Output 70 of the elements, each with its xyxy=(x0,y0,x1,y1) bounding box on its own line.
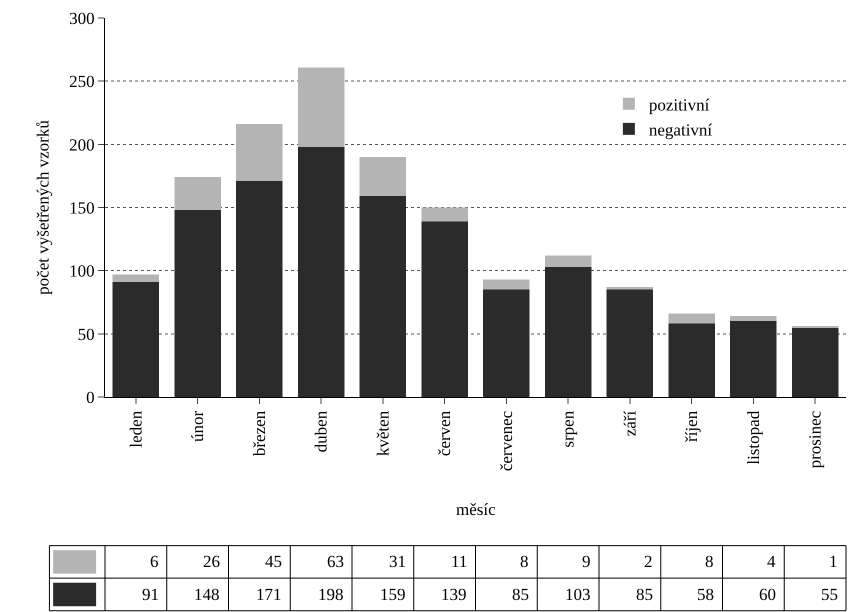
x-tick-label: srpen xyxy=(558,410,578,448)
x-tick-label: leden xyxy=(126,410,146,448)
x-tick-label: březen xyxy=(250,410,269,456)
x-tick-label: únor xyxy=(188,410,208,442)
data-label: 103 xyxy=(565,585,590,604)
x-tick-label: prosinec xyxy=(806,410,825,468)
data-label: 55 xyxy=(821,585,838,604)
bar xyxy=(544,256,592,267)
y-tick-label: 200 xyxy=(69,135,95,154)
x-axis-title: měsíc xyxy=(456,500,496,519)
bar xyxy=(236,180,283,397)
legend-label: negativní xyxy=(648,120,712,140)
bar xyxy=(174,177,221,210)
bar xyxy=(236,124,283,181)
data-label: 198 xyxy=(318,585,344,604)
data-label: 63 xyxy=(327,552,344,571)
data-label: 6 xyxy=(150,552,158,571)
bar xyxy=(730,316,777,322)
legend-label: pozitivní xyxy=(648,95,710,114)
data-label: 148 xyxy=(194,585,220,604)
x-tick-label: červenec xyxy=(496,410,516,472)
y-tick-label: 0 xyxy=(86,388,95,407)
bar xyxy=(421,221,468,397)
x-tick-label: květen xyxy=(373,410,392,456)
data-label: 139 xyxy=(441,585,466,604)
x-tick-label: říjen xyxy=(682,410,702,442)
y-tick-label: 250 xyxy=(69,72,95,92)
data-label: 58 xyxy=(697,585,714,604)
data-label: 26 xyxy=(203,552,220,571)
bar xyxy=(360,196,406,397)
x-tick-label: září xyxy=(620,410,640,436)
y-tick-label: 100 xyxy=(69,262,95,281)
y-tick-label: 50 xyxy=(78,324,95,344)
data-label: 171 xyxy=(256,585,282,604)
bar xyxy=(668,314,715,324)
bar xyxy=(606,290,654,397)
bar xyxy=(668,324,715,397)
bar xyxy=(483,280,530,290)
bar xyxy=(112,274,160,282)
bar xyxy=(112,282,160,397)
bar xyxy=(730,321,777,397)
data-label: 4 xyxy=(767,552,776,571)
x-tick-label: listopad xyxy=(744,410,763,465)
data-label: 9 xyxy=(582,552,590,571)
bar xyxy=(360,156,406,196)
y-tick-label: 150 xyxy=(69,198,95,218)
bar xyxy=(792,328,838,397)
bar xyxy=(174,210,221,397)
x-tick-label: červen xyxy=(435,410,454,456)
x-tick-label: duben xyxy=(312,410,331,452)
data-label: 45 xyxy=(265,552,282,571)
data-label: 11 xyxy=(451,552,468,571)
data-label: 8 xyxy=(520,552,528,571)
bar xyxy=(544,266,592,397)
bar xyxy=(421,208,468,222)
data-label: 159 xyxy=(380,585,406,604)
data-label: 2 xyxy=(644,552,652,571)
data-label: 1 xyxy=(829,552,838,571)
data-label: 91 xyxy=(142,585,159,604)
data-label: 60 xyxy=(759,585,776,604)
bar xyxy=(298,67,344,147)
data-label: 31 xyxy=(389,552,406,571)
bar xyxy=(298,146,344,397)
bar xyxy=(606,287,654,290)
data-label: 85 xyxy=(636,585,653,604)
data-label: 85 xyxy=(512,585,529,604)
bar xyxy=(483,290,530,397)
y-tick-label: 300 xyxy=(69,8,95,28)
data-label: 8 xyxy=(705,552,714,571)
y-axis-title: počet vyšetřených vzorků xyxy=(34,120,53,295)
